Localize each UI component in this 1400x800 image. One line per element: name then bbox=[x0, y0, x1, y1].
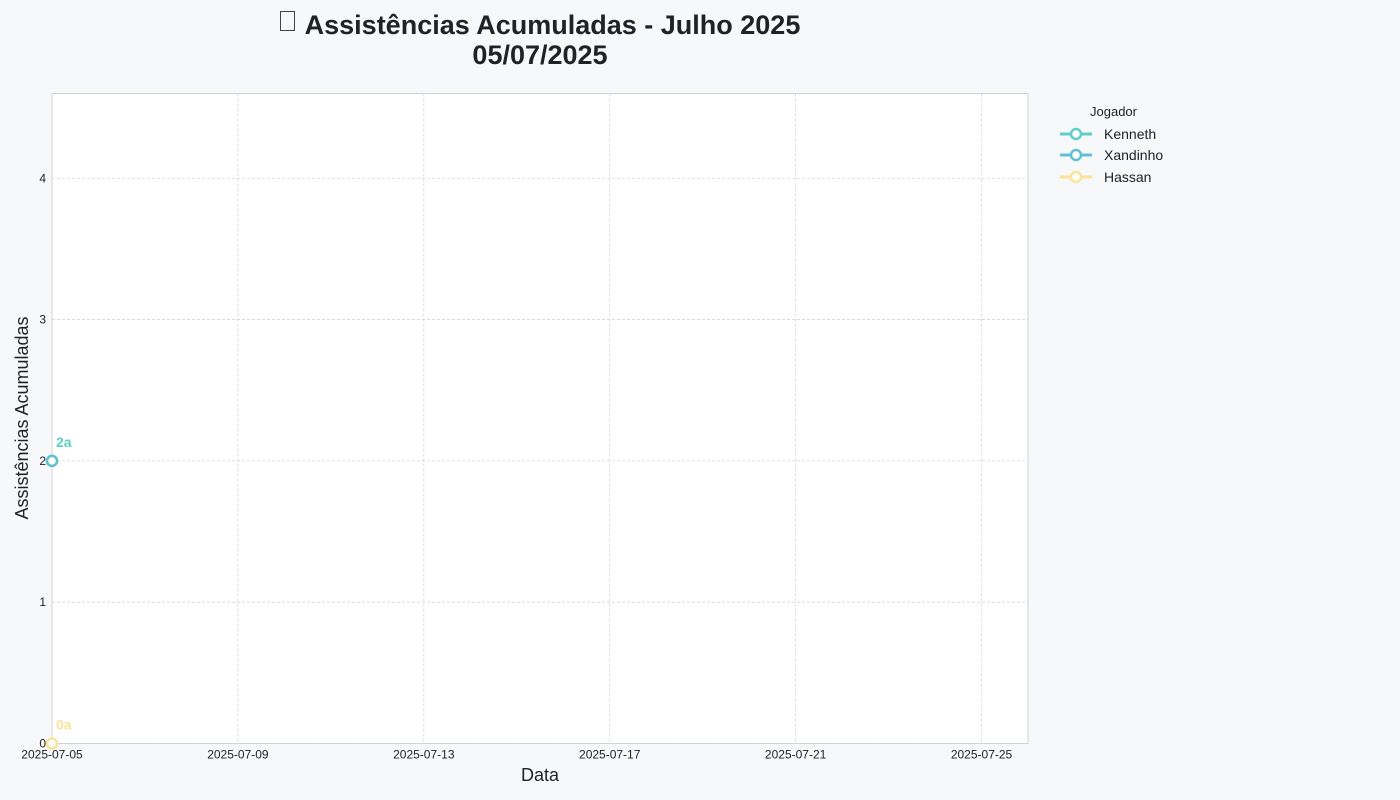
legend-item: Xandinho bbox=[1058, 145, 1163, 167]
legend: Jogador Kenneth Xandinho Hassan bbox=[1058, 104, 1163, 188]
legend-items: Kenneth Xandinho Hassan bbox=[1058, 123, 1163, 188]
x-tick-label: 2025-07-09 bbox=[207, 748, 269, 762]
legend-marker-icon bbox=[1060, 127, 1092, 140]
chart-title-text: Assistências Acumuladas - Julho 2025 bbox=[304, 10, 801, 40]
y-tick-label: 2 bbox=[39, 454, 46, 468]
chart-title: Assistências Acumuladas - Julho 2025 05/… bbox=[52, 10, 1028, 70]
chart-title-line1: Assistências Acumuladas - Julho 2025 bbox=[52, 10, 1028, 40]
chart-subtitle: 05/07/2025 bbox=[472, 40, 608, 70]
series-group: 2a 0a bbox=[45, 434, 72, 750]
legend-item: Hassan bbox=[1058, 166, 1163, 188]
point-label: 0a bbox=[56, 717, 72, 733]
legend-label: Xandinho bbox=[1104, 147, 1164, 164]
x-tick-label: 2025-07-13 bbox=[393, 748, 455, 762]
plot-area bbox=[51, 93, 1029, 744]
point-label: 2a bbox=[56, 434, 72, 450]
x-axis-ticks: 2025-07-05 2025-07-09 2025-07-13 2025-07-17… bbox=[21, 748, 1012, 762]
y-axis-ticks: 0 1 2 3 4 bbox=[39, 171, 46, 750]
legend-item: Kenneth bbox=[1058, 123, 1163, 145]
legend-title: Jogador bbox=[1090, 104, 1137, 119]
data-point bbox=[45, 454, 59, 468]
x-tick-label: 2025-07-05 bbox=[21, 748, 83, 762]
missing-glyph-icon bbox=[279, 11, 295, 31]
y-tick-label: 4 bbox=[39, 171, 46, 185]
y-axis-label: Assistências Acumuladas bbox=[12, 316, 32, 519]
legend-label: Kenneth bbox=[1104, 125, 1157, 142]
x-tick-label: 2025-07-17 bbox=[579, 748, 641, 762]
legend-marker-icon bbox=[1060, 149, 1092, 162]
legend-marker-icon bbox=[1060, 170, 1092, 183]
y-tick-label: 3 bbox=[39, 313, 46, 327]
x-tick-label: 2025-07-21 bbox=[765, 748, 827, 762]
y-tick-label: 0 bbox=[39, 737, 46, 751]
legend-label: Hassan bbox=[1104, 168, 1152, 185]
grid-lines bbox=[51, 93, 1028, 744]
data-point bbox=[45, 737, 59, 750]
x-axis-label: Data bbox=[521, 765, 560, 785]
x-tick-label: 2025-07-25 bbox=[951, 748, 1013, 762]
y-tick-label: 1 bbox=[39, 595, 46, 609]
